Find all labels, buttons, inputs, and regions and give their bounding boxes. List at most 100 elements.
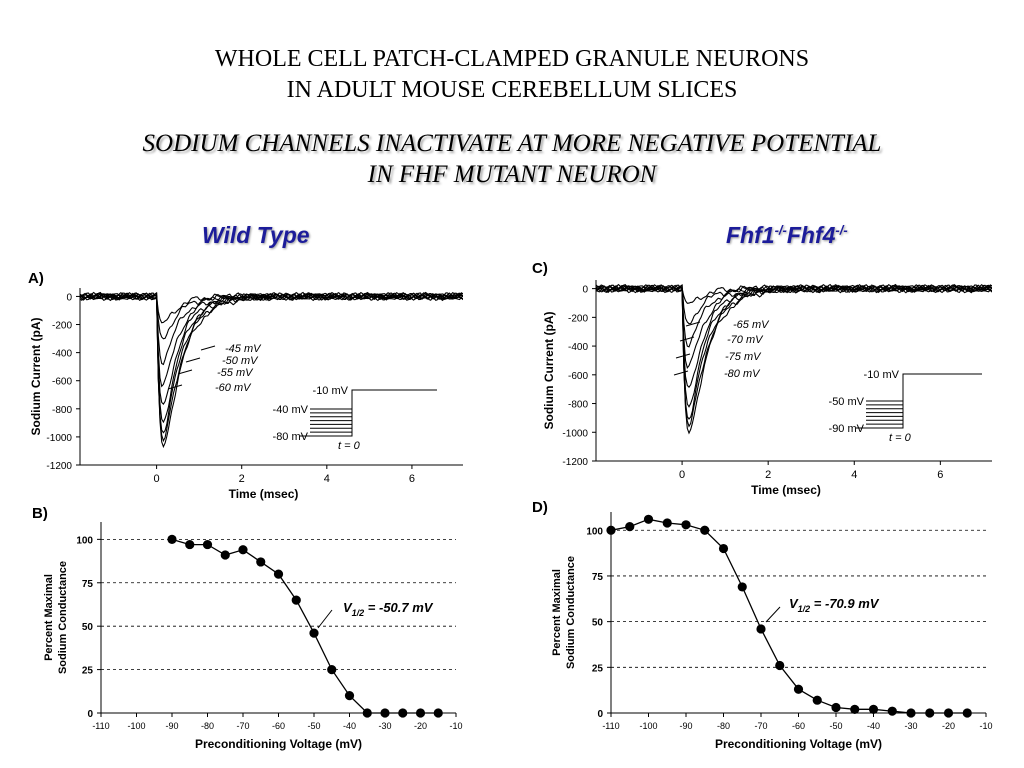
protocol-level-label: -50 mV (829, 396, 865, 408)
trace-label: -45 mV (225, 343, 262, 355)
chart-c: C) 0 -200 -400 -600 -800 -1000 -1200 0 2 4 6 Time (m… (532, 260, 992, 497)
y-tick-label: 0 (66, 292, 72, 303)
half-v-subscript: 1/2 (352, 608, 365, 618)
chart-d: D) 0 25 50 75 100 -110 -100 -90 -80 -70 -60 -50 -40 -3… (532, 499, 993, 751)
data-point (887, 706, 897, 716)
protocol-level-label: -90 mV (829, 423, 865, 435)
x-tick-label: 4 (851, 469, 857, 481)
trace-9 (596, 283, 992, 435)
x-tick-label: -10 (449, 721, 462, 731)
annotation-leader (317, 609, 333, 629)
data-point (775, 660, 785, 671)
y-axis-label-line-2: Sodium Conductance (565, 556, 577, 669)
trace-label: -75 mV (725, 351, 762, 363)
annotation-leader (679, 336, 695, 342)
trace-label: -80 mV (724, 368, 761, 380)
annotation-leader (673, 370, 689, 376)
data-point (606, 525, 616, 535)
trace-7 (596, 284, 992, 420)
x-tick-label: -80 (201, 721, 214, 731)
data-point (831, 702, 841, 713)
y-axis-label-line-1: Percent Maximal (551, 569, 563, 656)
data-point (309, 628, 319, 638)
panel-label-d: D) (532, 499, 548, 516)
data-point (943, 708, 954, 718)
data-point (202, 539, 213, 550)
y-tick-label: -400 (52, 349, 72, 360)
trace-label: -65 mV (733, 319, 770, 331)
y-tick-label: 0 (597, 709, 603, 720)
y-tick-label: -200 (568, 313, 588, 324)
panel-label-b: B) (32, 505, 48, 522)
trace-label: -55 mV (217, 367, 254, 379)
data-point (415, 708, 426, 718)
conductance-line (171, 538, 439, 714)
data-point (850, 704, 860, 714)
y-tick-label: 100 (586, 526, 603, 537)
chart-b: B) 0 25 50 75 100 -110 -100 -90 -80 -70 -60 -50 -40 -3… (32, 505, 463, 751)
subtitle-line-2: IN FHF MUTANT NEURON (367, 161, 657, 188)
x-tick-label: 0 (154, 473, 160, 485)
y-tick-label: 50 (82, 622, 94, 633)
data-point (681, 520, 691, 530)
x-axis-label: Time (msec) (229, 487, 299, 501)
y-tick-label: 0 (582, 285, 588, 296)
y-tick-label: 100 (76, 535, 93, 546)
y-axis-label-line-1: Percent Maximal (43, 574, 55, 661)
data-point (662, 518, 672, 528)
y-tick-label: -1000 (562, 428, 588, 439)
x-axis-label: Time (msec) (751, 483, 821, 497)
annotation-leader (685, 321, 701, 327)
data-point (812, 695, 822, 705)
slide-title: WHOLE CELL PATCH-CLAMPED GRANULE NEURONS… (0, 44, 1024, 106)
trace-6 (596, 283, 992, 408)
mutant-gene-2: Fhf4 (786, 222, 836, 248)
x-tick-label: -90 (679, 721, 692, 731)
annotation-leader (675, 353, 691, 359)
data-point (273, 569, 284, 579)
trace-8 (596, 284, 992, 428)
trace-3 (80, 291, 463, 366)
y-axis-label-line-2: Sodium Conductance (57, 561, 69, 674)
protocol-time-label: t = 0 (338, 440, 361, 452)
x-tick-label: -70 (236, 721, 249, 731)
annotation-leader (167, 384, 183, 390)
trace-label: -70 mV (727, 334, 764, 346)
protocol-level-label: -10 mV (313, 385, 349, 397)
y-axis-label: Sodium Current (pA) (29, 318, 43, 436)
trace-4 (80, 292, 463, 388)
current-traces (596, 283, 992, 435)
data-point (362, 708, 372, 718)
x-tick-label: -60 (792, 721, 805, 731)
data-point (344, 691, 355, 701)
data-point (718, 543, 729, 554)
subtitle-line-1: SODIUM CHANNELS INACTIVATE AT MORE NEGAT… (142, 130, 882, 157)
data-point (327, 664, 337, 675)
x-tick-label: -30 (904, 721, 917, 731)
data-point (793, 684, 804, 694)
mutant-heading: Fhf1-/-Fhf4-/- (726, 222, 848, 249)
data-point (220, 550, 230, 560)
title-line-2: IN ADULT MOUSE CEREBELLUM SLICES (286, 77, 738, 103)
x-tick-label: 0 (679, 469, 685, 481)
data-point (433, 708, 443, 718)
trace-5 (80, 291, 463, 405)
panel-label-c: C) (532, 260, 548, 277)
voltage-protocol: -10 mV -40 mV -80 mV t = 0 (273, 385, 437, 452)
mutant-gene-1-sup: -/- (774, 222, 787, 238)
annotation-leader (765, 606, 781, 623)
x-tick-label: 4 (324, 473, 330, 485)
y-tick-label: 75 (592, 572, 604, 583)
wild-type-heading: Wild Type (202, 222, 310, 248)
data-point (756, 624, 766, 634)
x-tick-label: -110 (602, 721, 619, 731)
data-point (643, 514, 654, 524)
x-tick-label: -10 (979, 721, 992, 731)
half-activation-label: V1/2 = -70.9 mV (789, 596, 880, 614)
data-point (737, 582, 747, 592)
trace-label: -50 mV (222, 355, 259, 367)
data-point (238, 545, 248, 555)
x-tick-label: -40 (343, 721, 356, 731)
mutant-gene-2-sup: -/- (835, 222, 848, 238)
mutant-gene-1: Fhf1 (726, 222, 775, 248)
